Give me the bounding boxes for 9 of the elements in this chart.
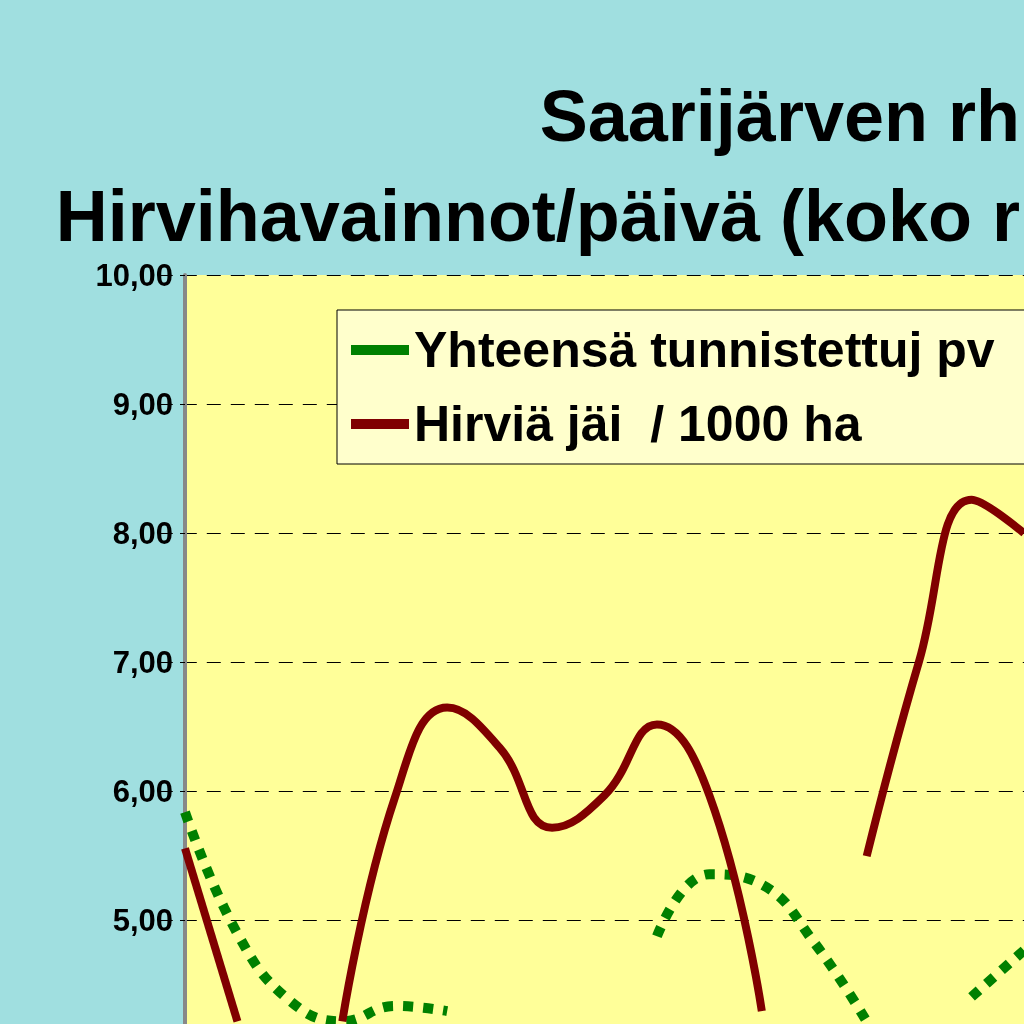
y-tick-label: 7,00 [112,644,173,680]
legend-label: Yhteensä tunnistettuj pv [414,322,995,378]
chart-title: Saarijärven rh Hirvihavainnot/päivä (koko r [55,76,1020,256]
y-tick-label: 5,00 [112,903,173,939]
y-tick-label: 6,00 [112,774,173,810]
y-tick-label: 8,00 [112,515,173,551]
y-tick-label: 10,00 [95,257,173,293]
y-tick-label: 9,00 [112,386,173,422]
legend-label: Hirviä jäi / 1000 ha [414,396,863,452]
